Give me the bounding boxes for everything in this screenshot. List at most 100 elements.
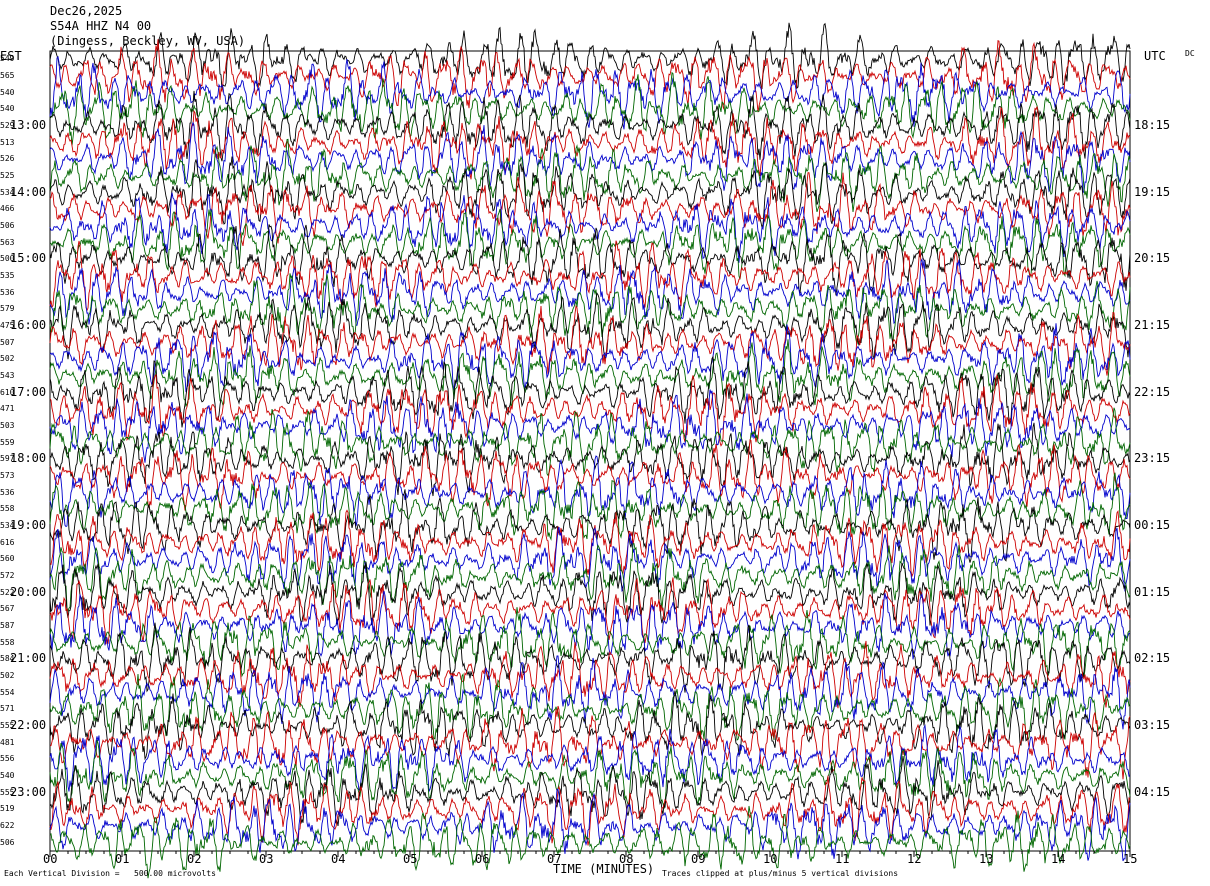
trace-row	[49, 655, 1131, 730]
trace-row	[49, 489, 1131, 563]
trace-row	[49, 138, 1131, 213]
trace-row	[49, 90, 1131, 162]
dc-offset-label: 565	[0, 71, 15, 80]
x-tick-label: 09	[691, 852, 706, 866]
right-time-label: 22:15	[1134, 384, 1171, 399]
x-tick-label: 01	[115, 852, 130, 866]
right-time-label: 23:15	[1134, 451, 1171, 466]
dc-offset-label: 526	[0, 154, 15, 164]
x-tick-label: 05	[403, 852, 418, 866]
trace-row	[49, 455, 1131, 528]
trace-row	[49, 22, 1131, 92]
left-time-label: 20:00	[10, 584, 47, 599]
left-timezone-label: EST	[0, 49, 22, 63]
trace-row	[49, 805, 1131, 879]
trace-row	[49, 240, 1131, 312]
dc-offset-label: 549	[0, 54, 15, 64]
trace-row	[49, 156, 1131, 228]
trace-row	[49, 121, 1131, 193]
dc-offset-label: 529	[0, 121, 15, 130]
left-time-label: 14:00	[10, 184, 47, 199]
dc-offset-label: 525	[0, 171, 15, 180]
trace-row	[49, 224, 1131, 296]
dc-offset-label: 560	[0, 554, 15, 564]
dc-column-label: DC	[1185, 49, 1195, 58]
x-tick-label: 04	[331, 852, 346, 866]
left-time-label: 13:00	[10, 118, 47, 132]
dc-offset-label: 540	[0, 771, 15, 780]
dc-offset-label: 466	[0, 204, 15, 214]
dc-offset-label: 535	[0, 271, 15, 280]
dc-offset-label: 500	[0, 254, 15, 264]
right-time-label: 04:15	[1134, 784, 1171, 799]
x-tick-label: 03	[259, 852, 274, 866]
dc-offset-label: 536	[0, 487, 15, 497]
dc-offset-label: 506	[0, 837, 15, 847]
dc-offset-label: 540	[0, 104, 15, 114]
trace-row	[49, 577, 1131, 645]
dc-offset-label: 579	[0, 304, 15, 314]
trace-row	[49, 509, 1131, 578]
left-time-label: 17:00	[10, 384, 47, 399]
x-tick-label: 02	[187, 852, 202, 866]
right-time-label: 03:15	[1134, 718, 1171, 732]
trace-row	[49, 672, 1131, 742]
trace-row	[49, 755, 1131, 826]
dc-offset-label: 540	[0, 87, 15, 97]
plot-date: Dec26,2025	[50, 4, 123, 18]
x-tick-label: 12	[907, 852, 922, 866]
dc-offset-label: 481	[0, 737, 15, 747]
trace-row	[49, 607, 1131, 678]
dc-offset-label: 610	[0, 387, 15, 397]
trace-row	[49, 723, 1131, 794]
right-time-label: 18:15	[1134, 118, 1171, 132]
trace-row	[49, 788, 1131, 862]
x-tick-label: 13	[979, 852, 994, 866]
dc-offset-label: 502	[0, 354, 15, 364]
right-time-label: 00:15	[1134, 518, 1171, 532]
trace-row	[49, 472, 1131, 541]
dc-offset-label: 558	[0, 504, 15, 514]
right-time-label: 02:15	[1134, 651, 1171, 666]
trace-row	[49, 438, 1131, 511]
dc-offset-label: 555	[0, 787, 15, 797]
dc-offset-label: 559	[0, 437, 15, 447]
dc-offset-label: 597	[0, 454, 15, 464]
dc-offset-label: 555	[0, 721, 15, 730]
dc-offset-label: 587	[0, 621, 15, 630]
trace-row	[49, 355, 1131, 428]
clip-note: Traces clipped at plus/minus 5 vertical …	[662, 869, 899, 878]
x-axis-title: TIME (MINUTES)	[553, 862, 655, 876]
dc-offset-label: 616	[0, 537, 15, 547]
left-time-label: 22:00	[10, 718, 47, 732]
dc-offset-label: 471	[0, 404, 15, 414]
left-time-label: 18:00	[10, 451, 47, 466]
left-time-label: 21:00	[10, 651, 47, 666]
trace-row	[49, 543, 1131, 613]
dc-offset-label: 522	[0, 587, 15, 597]
right-time-label: 19:15	[1134, 184, 1171, 199]
dc-offset-label: 503	[0, 421, 15, 430]
x-tick-label: 15	[1123, 852, 1138, 866]
x-tick-label: 08	[619, 852, 634, 866]
dc-offset-label: 534	[0, 521, 15, 530]
x-tick-label: 10	[763, 852, 778, 866]
dc-offset-label: 556	[0, 754, 15, 764]
dc-offset-label: 506	[0, 221, 15, 230]
left-time-label: 23:00	[10, 784, 47, 799]
trace-row	[49, 106, 1131, 180]
dc-offset-label: 536	[0, 287, 15, 297]
station-code: S54A HHZ N4 00	[50, 19, 152, 33]
trace-row	[49, 273, 1131, 345]
trace-row	[49, 304, 1131, 376]
x-tick-label: 06	[475, 852, 490, 866]
right-time-label: 21:15	[1134, 318, 1171, 332]
dc-offset-label: 584	[0, 654, 15, 664]
right-time-label: 20:15	[1134, 251, 1171, 266]
left-time-label: 15:00	[10, 251, 47, 266]
trace-row	[49, 775, 1131, 846]
dc-offset-label: 567	[0, 604, 15, 614]
dc-offset-label: 519	[0, 804, 15, 814]
trace-row	[49, 705, 1131, 780]
